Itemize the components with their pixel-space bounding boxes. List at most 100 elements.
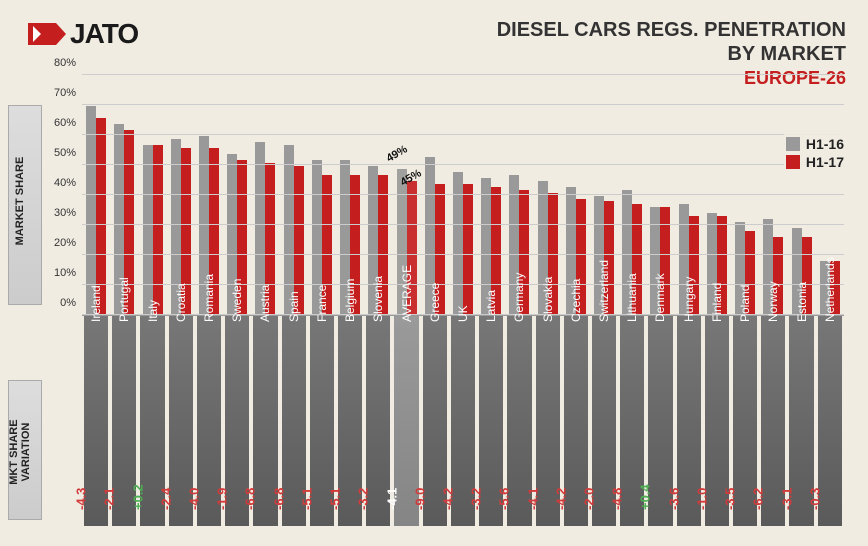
market-variation: -3.5 [723, 488, 738, 510]
market-name: Spain [287, 291, 301, 322]
market-variation: -9.0 [412, 488, 427, 510]
bar-pair [138, 76, 166, 315]
market-name: Estonia [795, 282, 809, 322]
market-name: Romania [202, 274, 216, 322]
market-variation: -3.6 [666, 488, 681, 510]
legend-swatch-icon [786, 155, 800, 169]
legend-swatch-icon [786, 137, 800, 151]
market-variation: -2.0 [582, 488, 597, 510]
bar-pair [167, 76, 195, 315]
gridline [82, 74, 844, 75]
chart-plot-area: 49%45% 0%10%20%30%40%50%60%70%80% [82, 76, 844, 316]
logo-arrow-icon [28, 23, 56, 45]
bar-pair [82, 76, 110, 315]
market-variation: -3.2 [356, 488, 371, 510]
market-name: Lithuania [625, 273, 639, 322]
market-name: Sweden [230, 279, 244, 322]
market-name: Germany [512, 273, 526, 322]
market-variation: -4.0 [186, 488, 201, 510]
y-tick-label: 40% [54, 177, 76, 189]
market-variation: -6.8 [243, 488, 258, 510]
bar-h116 [143, 145, 153, 315]
market-variation: -6.2 [751, 488, 766, 510]
market-name: Norway [766, 281, 780, 322]
gridline [82, 254, 844, 255]
market-name: Ireland [89, 285, 103, 322]
legend-item-h117: H1-17 [786, 154, 844, 170]
bar-pair [477, 76, 505, 315]
market-name: Italy [146, 300, 160, 322]
market-variation: -3.1 [779, 488, 794, 510]
y-tick-label: 0% [60, 297, 76, 309]
market-name: Switzerland [597, 260, 611, 322]
bar-pair [703, 76, 731, 315]
market-variation: -4.1 [525, 488, 540, 510]
market-name: France [315, 285, 329, 322]
market-name: UK [456, 305, 470, 322]
market-variation: -6.8 [271, 488, 286, 510]
y-tick-label: 20% [54, 237, 76, 249]
y-tick-label: 30% [54, 207, 76, 219]
market-name: AVERAGE [400, 265, 414, 322]
y-tick-label: 60% [54, 117, 76, 129]
market-variation: -1.0 [694, 488, 709, 510]
bars-container: 49%45% [82, 76, 844, 315]
legend: H1-16 H1-17 [784, 130, 846, 176]
market-variation: -5.1 [299, 488, 314, 510]
market-variation: +0.2 [130, 484, 145, 510]
market-variation: -4.2 [440, 488, 455, 510]
market-name: Latvia [484, 290, 498, 322]
legend-item-h116: H1-16 [786, 136, 844, 152]
bar-pair [731, 76, 759, 315]
market-variation: -4.3 [74, 488, 89, 510]
market-name: Hungary [682, 277, 696, 322]
market-variation: -0.3 [807, 488, 822, 510]
title-line2: BY MARKET [497, 42, 846, 66]
market-name: Belgium [343, 279, 357, 322]
gridline [82, 284, 844, 285]
gridline [82, 194, 844, 195]
bar-pair [251, 76, 279, 315]
market-name: Finland [710, 283, 724, 322]
gridline [82, 164, 844, 165]
y-axis-label: MARKET SHARE [14, 151, 26, 251]
market-variation: -1.9 [215, 488, 230, 510]
market-name: Poland [738, 285, 752, 322]
y-tick-label: 10% [54, 267, 76, 279]
bar-h117 [463, 184, 473, 315]
market-variation: -2.4 [158, 488, 173, 510]
market-name: Croatia [174, 283, 188, 322]
market-variation: -5.6 [497, 488, 512, 510]
y-tick-label: 80% [54, 57, 76, 69]
market-variation: -2.1 [102, 488, 117, 510]
bar-pair [759, 76, 787, 315]
x-axis-columns: Ireland-4.3Portugal-2.1Italy+0.2Croatia-… [82, 316, 844, 526]
x-column: Netherlands-0.3 [816, 316, 844, 526]
gridline [82, 224, 844, 225]
market-name: Czechia [569, 279, 583, 322]
gridline [82, 134, 844, 135]
bar-pair [787, 76, 815, 315]
bar-pair [308, 76, 336, 315]
legend-label: H1-17 [806, 154, 844, 170]
variation-axis-label: MKT SHAREVARIATION [8, 397, 32, 507]
bar-pair [421, 76, 449, 315]
market-variation: -5.1 [328, 488, 343, 510]
bar-h117 [153, 145, 163, 315]
market-variation: -4.1 [384, 488, 399, 510]
legend-label: H1-16 [806, 136, 844, 152]
market-name: Portugal [117, 277, 131, 322]
market-name: Greece [428, 283, 442, 322]
logo-text: JATO [70, 18, 138, 50]
market-variation: -4.8 [610, 488, 625, 510]
market-name: Denmark [653, 273, 667, 322]
bar-pair [280, 76, 308, 315]
bar-h116 [284, 145, 294, 315]
market-variation: +0.4 [638, 484, 653, 510]
y-tick-label: 50% [54, 147, 76, 159]
y-tick-label: 70% [54, 87, 76, 99]
market-name: Netherlands [823, 257, 837, 322]
market-name: Austria [258, 285, 272, 322]
market-variation: -3.2 [469, 488, 484, 510]
market-name: Slovenia [371, 276, 385, 322]
